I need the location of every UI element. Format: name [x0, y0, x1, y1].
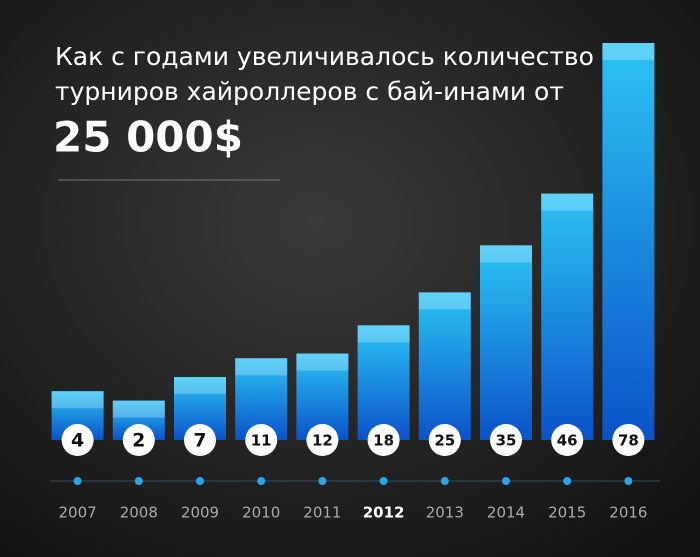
x-tick-label: 2009 — [181, 504, 219, 522]
x-tick-label: 2010 — [242, 504, 280, 522]
value-badge — [306, 424, 339, 456]
value-badge — [367, 424, 400, 456]
timeline-dot — [502, 477, 510, 485]
value-badge — [490, 424, 522, 456]
value-label: 7 — [193, 430, 206, 452]
bar-cap — [296, 353, 349, 371]
value-badge — [245, 424, 278, 456]
bar — [357, 325, 410, 440]
value-label: 78 — [618, 432, 639, 450]
bar-cap — [357, 325, 410, 343]
bar-cap — [418, 292, 471, 310]
value-label: 25 — [434, 432, 455, 450]
value-label: 46 — [557, 432, 578, 450]
timeline-dot — [318, 477, 327, 485]
value-label: 35 — [496, 432, 517, 450]
x-tick-label: 2014 — [487, 504, 525, 522]
timeline-dot — [196, 477, 204, 485]
value-label: 2 — [132, 430, 145, 452]
timeline-dot — [440, 477, 449, 485]
bar-cap — [602, 43, 655, 60]
value-badge — [61, 424, 94, 456]
x-tick-label: 2015 — [548, 504, 586, 522]
timeline-dot — [624, 477, 633, 485]
x-tick-label: 2008 — [120, 504, 158, 522]
value-label: 12 — [312, 432, 333, 450]
timeline-dot — [134, 477, 143, 485]
bar — [480, 245, 532, 440]
x-tick-label: 2013 — [426, 504, 464, 522]
value-badge — [551, 424, 584, 456]
timeline-dot — [73, 477, 82, 485]
value-badge — [612, 424, 645, 456]
bar-cap — [235, 358, 288, 376]
x-tick-label: 2007 — [59, 504, 97, 522]
bar — [602, 43, 655, 440]
timeline-dot — [257, 477, 266, 485]
value-label: 18 — [373, 432, 394, 450]
bar-cap — [112, 400, 165, 418]
bar-cap — [541, 193, 594, 211]
bar — [541, 193, 594, 440]
title-highlight: 25 000$ — [53, 113, 243, 162]
timeline-dot — [563, 477, 572, 485]
value-badge — [428, 424, 461, 456]
value-label: 11 — [251, 432, 272, 450]
title-line: Как с годами увеличивалось количество — [55, 42, 594, 71]
timeline-dot — [379, 477, 388, 485]
bar — [418, 292, 471, 440]
value-badge — [184, 424, 216, 456]
value-label: 4 — [71, 430, 84, 452]
x-tick-label: 2011 — [303, 504, 341, 522]
bar-cap — [480, 245, 532, 263]
bar-cap — [51, 391, 104, 409]
title-line: турниров хайроллеров с бай-инами от — [55, 77, 564, 106]
bar-cap — [174, 377, 226, 395]
x-tick-label: 2016 — [609, 504, 647, 522]
value-badge — [122, 424, 155, 456]
x-tick-label: 2012 — [363, 504, 405, 522]
